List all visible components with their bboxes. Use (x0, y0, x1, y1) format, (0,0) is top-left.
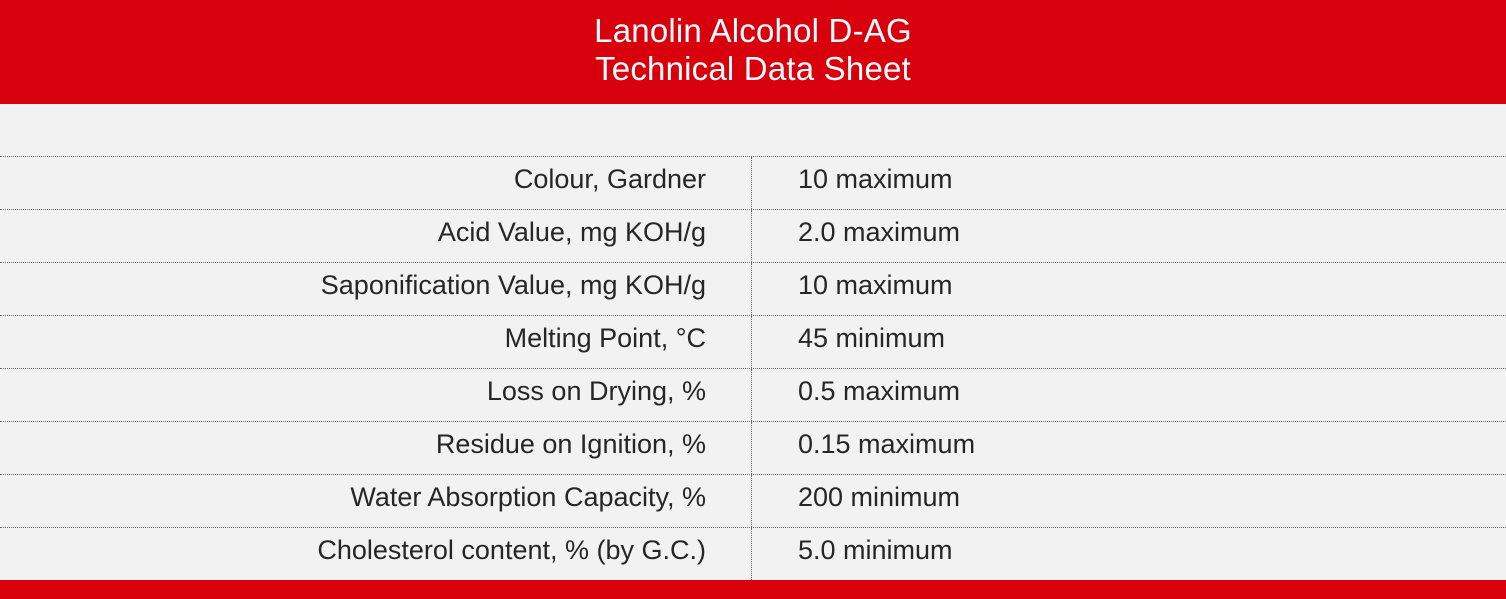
header-banner: Lanolin Alcohol D-AG Technical Data Shee… (0, 0, 1506, 104)
spec-value: 0.15 maximum (798, 429, 976, 459)
footer-bar (0, 580, 1506, 599)
spec-value: 2.0 maximum (798, 217, 961, 247)
spec-label: Loss on Drying, % (0, 369, 752, 421)
table-row: Acid Value, mg KOH/g 2.0 maximum (0, 210, 1506, 263)
specifications-table: Colour, Gardner 10 maximum Acid Value, m… (0, 156, 1506, 581)
spec-value: 10 maximum (798, 270, 953, 300)
spec-value: 200 minimum (798, 482, 961, 512)
table-row: Cholesterol content, % (by G.C.) 5.0 min… (0, 528, 1506, 581)
spec-label: Saponification Value, mg KOH/g (0, 263, 752, 315)
spec-label: Cholesterol content, % (by G.C.) (0, 528, 752, 580)
spec-label: Water Absorption Capacity, % (0, 475, 752, 527)
spec-label: Melting Point, °C (0, 316, 752, 368)
spec-label: Colour, Gardner (0, 157, 752, 209)
table-row: Loss on Drying, % 0.5 maximum (0, 369, 1506, 422)
spec-label: Residue on Ignition, % (0, 422, 752, 474)
table-row: Water Absorption Capacity, % 200 minimum (0, 475, 1506, 528)
table-row: Colour, Gardner 10 maximum (0, 157, 1506, 210)
table-row: Residue on Ignition, % 0.15 maximum (0, 422, 1506, 475)
spec-value: 5.0 minimum (798, 535, 953, 565)
page-title: Lanolin Alcohol D-AG (594, 12, 912, 49)
spec-value: 45 minimum (798, 323, 946, 353)
table-row: Saponification Value, mg KOH/g 10 maximu… (0, 263, 1506, 316)
spec-value: 10 maximum (798, 164, 953, 194)
spec-value: 0.5 maximum (798, 376, 961, 406)
page-subtitle: Technical Data Sheet (595, 50, 911, 87)
table-row: Melting Point, °C 45 minimum (0, 316, 1506, 369)
spec-label: Acid Value, mg KOH/g (0, 210, 752, 262)
